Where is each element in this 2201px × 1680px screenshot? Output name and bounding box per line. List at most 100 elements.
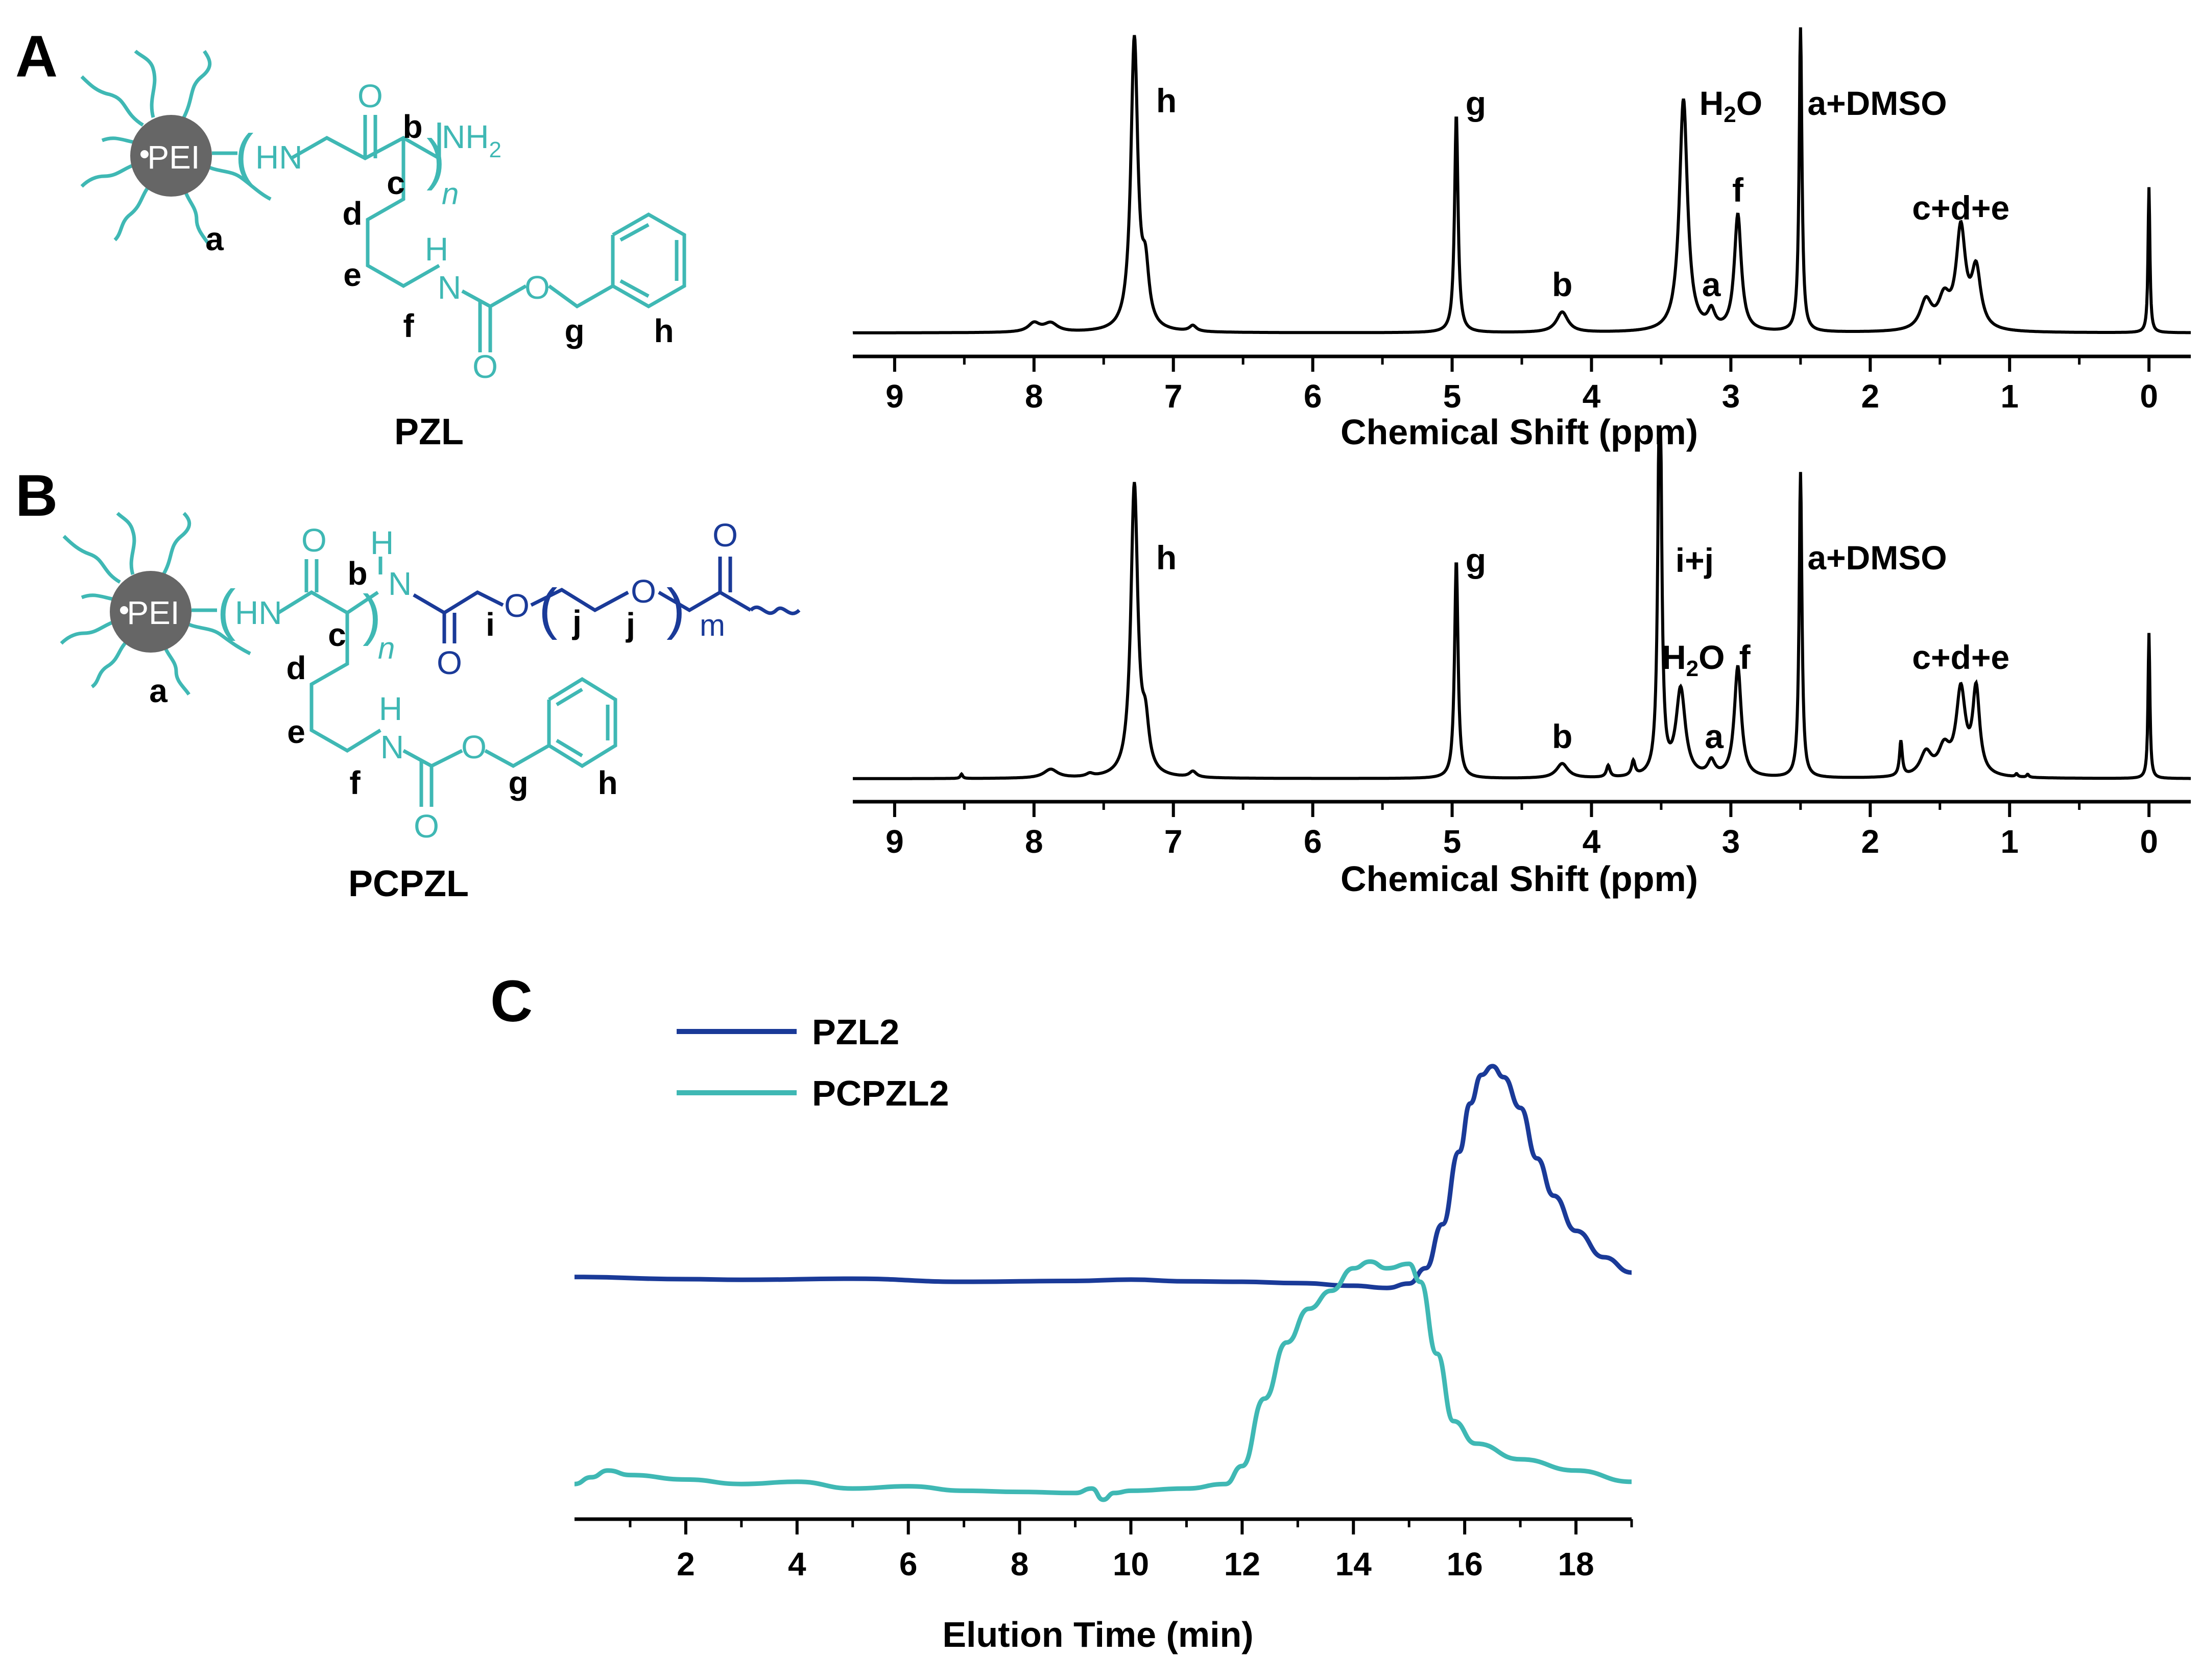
x-tick-label: 8: [1025, 378, 1043, 415]
x-tick-label: 12: [1224, 1546, 1260, 1582]
x-tick-label: 6: [1304, 378, 1322, 415]
atom-carbamate-h: H: [379, 690, 402, 727]
subscript-m: m: [700, 608, 725, 642]
peak-label: H2O: [1700, 84, 1763, 127]
x-tick-label: 4: [788, 1546, 806, 1582]
atom-o2: O: [414, 808, 439, 845]
peak-annotations: h g b H2O a f a+DMSO c+d+e: [1156, 82, 2009, 303]
label-d: d: [342, 195, 362, 232]
label-c: c: [328, 616, 346, 653]
x-tick-label: 14: [1335, 1546, 1372, 1582]
label-f: f: [403, 307, 414, 344]
atom-nh-n: N: [438, 269, 461, 306]
x-axis-title: Chemical Shift (ppm): [1341, 859, 1698, 899]
peak-label: b: [1552, 717, 1572, 755]
gpc-trace-container: [574, 1064, 1632, 1502]
nmr-spectrum-pzl: 9 8 7 6 5 4 3 2 1 0 h g b H2O a f a+DMSO c+d+e Chemical …: [852, 27, 2191, 452]
x-tick-label: 9: [886, 378, 904, 415]
x-tick-label: 4: [1583, 378, 1601, 415]
x-tick-label: 5: [1443, 378, 1462, 415]
peak-label: f: [1732, 171, 1744, 209]
label-h: h: [597, 764, 617, 801]
x-tick-label: 9: [886, 823, 904, 860]
pcpzl-structure: PEI a ( HN O ) H N n O: [60, 512, 801, 904]
x-tick-label: 10: [1113, 1546, 1149, 1582]
label-d: d: [286, 650, 306, 686]
x-axis: 9 8 7 6 5 4 3 2 1 0: [853, 354, 2191, 415]
atom-nh-h: H: [425, 231, 448, 268]
peak-label: f: [1739, 638, 1751, 676]
gpc-trace-pcpzl2: [574, 1259, 1632, 1502]
label-g: g: [508, 764, 528, 801]
atom-o-end: O: [712, 517, 738, 554]
bracket-peg-right: ): [666, 578, 685, 640]
x-tick-label: 2: [1861, 378, 1879, 415]
atom-nh-n: N: [388, 565, 412, 602]
peak-label: i+j: [1676, 541, 1714, 579]
x-tick-label: 1: [2000, 378, 2019, 415]
x-tick-label: 16: [1447, 1546, 1483, 1582]
structure-name-pzl: PZL: [394, 412, 464, 452]
label-h: h: [654, 313, 674, 349]
bracket-right: ): [426, 128, 445, 191]
atom-o1: O: [301, 522, 327, 559]
bracket-left: (: [235, 123, 254, 186]
x-tick-label: 8: [1025, 823, 1043, 860]
peak-label: h: [1156, 539, 1177, 577]
x-tick-label: 18: [1558, 1546, 1594, 1582]
atom-carbamate-n: N: [380, 729, 404, 765]
atom-o-ether1: O: [504, 587, 530, 624]
atom-nh-h: H: [370, 524, 394, 561]
x-tick-label: 6: [1304, 823, 1322, 860]
x-tick-label: 8: [1011, 1546, 1029, 1582]
bracket-left: (: [217, 579, 236, 641]
gpc-chart: 2 4 6 8 10 12 14 16 18 PZL2 PCPZL2 Elution Time …: [574, 1012, 1633, 1654]
subscript-n: n: [442, 177, 459, 211]
nmr-trace-container: [853, 428, 2191, 780]
x-axis-title: Chemical Shift (ppm): [1341, 412, 1698, 452]
atom-o3: O: [461, 729, 487, 765]
label-j: j: [572, 604, 582, 640]
x-axis: 9 8 7 6 5 4 3 2 1 0: [853, 800, 2191, 860]
nmr-spectrum-pcpzl: 9 8 7 6 5 4 3 2 1 0 h g b i+j H2O f a a+DMSO c+d+e Chemic…: [853, 428, 2191, 899]
bracket-right: ): [363, 584, 381, 646]
atom-o1: O: [357, 78, 383, 114]
label-a: a: [149, 673, 168, 709]
label-j: j: [626, 606, 635, 643]
peak-label: c+d+e: [1912, 189, 2009, 227]
legend-label-pzl2: PZL2: [812, 1012, 899, 1052]
pzl-structure: PEI a ( HN O ) NH2 n H N O O b c d e f g: [80, 50, 686, 452]
legend: PZL2 PCPZL2: [677, 1012, 949, 1113]
peak-label: H2O: [1662, 638, 1725, 681]
peak-label: c+d+e: [1912, 638, 2009, 676]
label-b: b: [402, 108, 422, 145]
x-tick-label: 0: [2140, 378, 2158, 415]
x-axis: 2 4 6 8 10 12 14 16 18: [575, 1517, 1633, 1582]
x-tick-label: 6: [899, 1546, 918, 1582]
x-tick-label: 2: [677, 1546, 695, 1582]
nmr-trace: [853, 428, 2191, 780]
panel-label-c: C: [490, 969, 533, 1034]
x-axis-title: Elution Time (min): [942, 1615, 1253, 1654]
atom-nh2: NH2: [442, 118, 501, 162]
legend-label-pcpzl2: PCPZL2: [812, 1073, 949, 1113]
pei-core: [110, 571, 192, 653]
peak-label: a: [1705, 717, 1724, 755]
atom-o-ether2: O: [631, 573, 656, 610]
label-f: f: [349, 764, 361, 801]
panel-label-a: A: [15, 24, 58, 89]
pei-core: [130, 115, 212, 197]
x-tick-label: 7: [1164, 378, 1183, 415]
peak-label: g: [1466, 541, 1486, 579]
peak-label: a+DMSO: [1807, 84, 1947, 122]
panel-label-b: B: [15, 463, 58, 529]
peak-annotations: h g b i+j H2O f a a+DMSO c+d+e: [1156, 539, 2009, 755]
pei-label: PEI: [147, 139, 200, 176]
peak-label: g: [1466, 84, 1486, 122]
atom-o-amide: O: [437, 644, 462, 681]
x-tick-label: 1: [2000, 823, 2019, 860]
x-tick-label: 7: [1164, 823, 1183, 860]
peak-label: b: [1552, 266, 1572, 303]
label-e: e: [343, 256, 362, 293]
